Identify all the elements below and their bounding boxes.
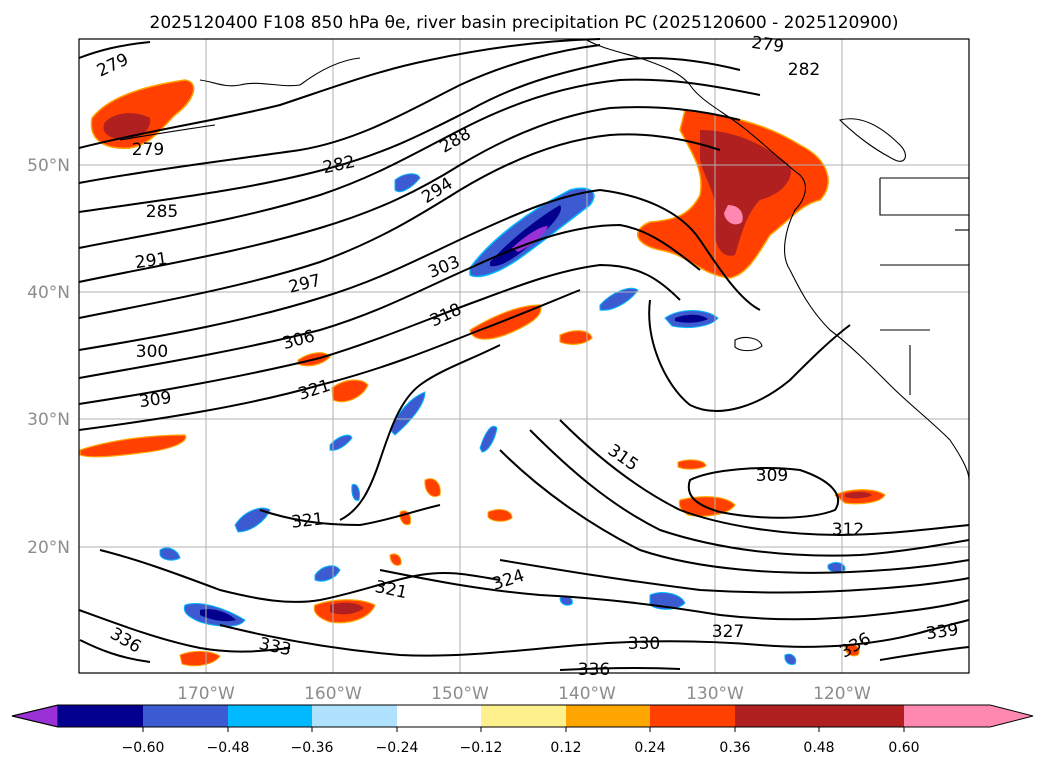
- latitude-labels: 50°N 40°N 30°N 20°N: [27, 156, 70, 558]
- contour-label: 279: [750, 33, 785, 57]
- contour-label: 321: [290, 509, 324, 532]
- lon-label-120w: 120°W: [813, 684, 871, 704]
- colorbar-tick-label: 0.60: [888, 740, 919, 756]
- colorbar: −0.60 −0.48 −0.36 −0.24 −0.12 0.12 0.24 …: [11, 704, 1034, 756]
- colorbar-segment: [58, 705, 143, 727]
- colorbar-tick-label: 0.24: [634, 740, 665, 756]
- colorbar-tick-label: −0.60: [122, 740, 165, 756]
- colorbar-segment: [566, 705, 650, 727]
- colorbar-ticks: −0.60 −0.48 −0.36 −0.24 −0.12 0.12 0.24 …: [122, 727, 920, 756]
- lon-label-150w: 150°W: [431, 684, 489, 704]
- colorbar-segment: [397, 705, 481, 727]
- colorbar-tick-label: −0.12: [460, 740, 503, 756]
- contour-label: 309: [756, 466, 788, 486]
- colorbar-extend-max: [904, 705, 1033, 727]
- contour-label: 336: [578, 660, 610, 680]
- contour-label: 327: [712, 622, 744, 642]
- contour-label: 309: [138, 388, 173, 412]
- positive-precip-areas: [79, 79, 886, 667]
- colorbar-tick-label: 0.36: [719, 740, 750, 756]
- lat-label-20n: 20°N: [27, 538, 70, 558]
- colorbar-extend-min: [11, 704, 59, 728]
- contour-label: 285: [146, 202, 178, 222]
- colorbar-tick-label: −0.48: [207, 740, 250, 756]
- contour-label: 282: [788, 60, 820, 80]
- lat-label-50n: 50°N: [27, 156, 70, 176]
- map-panel: 279 279 282 285 288 291 294 297 300 303 …: [78, 33, 970, 680]
- contour-label: 279: [132, 140, 164, 160]
- colorbar-segment: [819, 705, 904, 727]
- map-title: 2025120400 F108 850 hPa θe, river basin …: [150, 13, 899, 33]
- contour-label: 291: [134, 249, 169, 273]
- contour-label: 330: [628, 634, 660, 654]
- lon-label-170w: 170°W: [177, 684, 235, 704]
- lon-label-130w: 130°W: [686, 684, 744, 704]
- colorbar-tick-label: 0.12: [550, 740, 581, 756]
- longitude-labels: 170°W 160°W 150°W 140°W 130°W 120°W: [177, 684, 871, 704]
- contour-label: 300: [136, 342, 168, 362]
- colorbar-tick-label: 0.48: [803, 740, 834, 756]
- lon-label-140w: 140°W: [558, 684, 616, 704]
- contour-label: 339: [925, 620, 960, 644]
- theta-e-contours: [78, 38, 970, 671]
- lat-label-30n: 30°N: [27, 410, 70, 430]
- colorbar-segment: [481, 705, 566, 727]
- colorbar-segment: [312, 705, 397, 727]
- colorbar-segment: [143, 705, 228, 727]
- colorbar-tick-label: −0.36: [291, 740, 334, 756]
- coastline: [119, 38, 970, 481]
- colorbar-segment: [650, 705, 735, 727]
- lat-label-40n: 40°N: [27, 283, 70, 303]
- colorbar-outline: [11, 704, 1034, 728]
- lon-label-160w: 160°W: [304, 684, 362, 704]
- colorbar-tick-label: −0.24: [376, 740, 419, 756]
- colorbar-segment: [735, 705, 819, 727]
- colorbar-segment: [228, 705, 312, 727]
- gridlines: [79, 39, 969, 673]
- map-frame: [78, 38, 970, 674]
- contour-label: 312: [832, 520, 864, 540]
